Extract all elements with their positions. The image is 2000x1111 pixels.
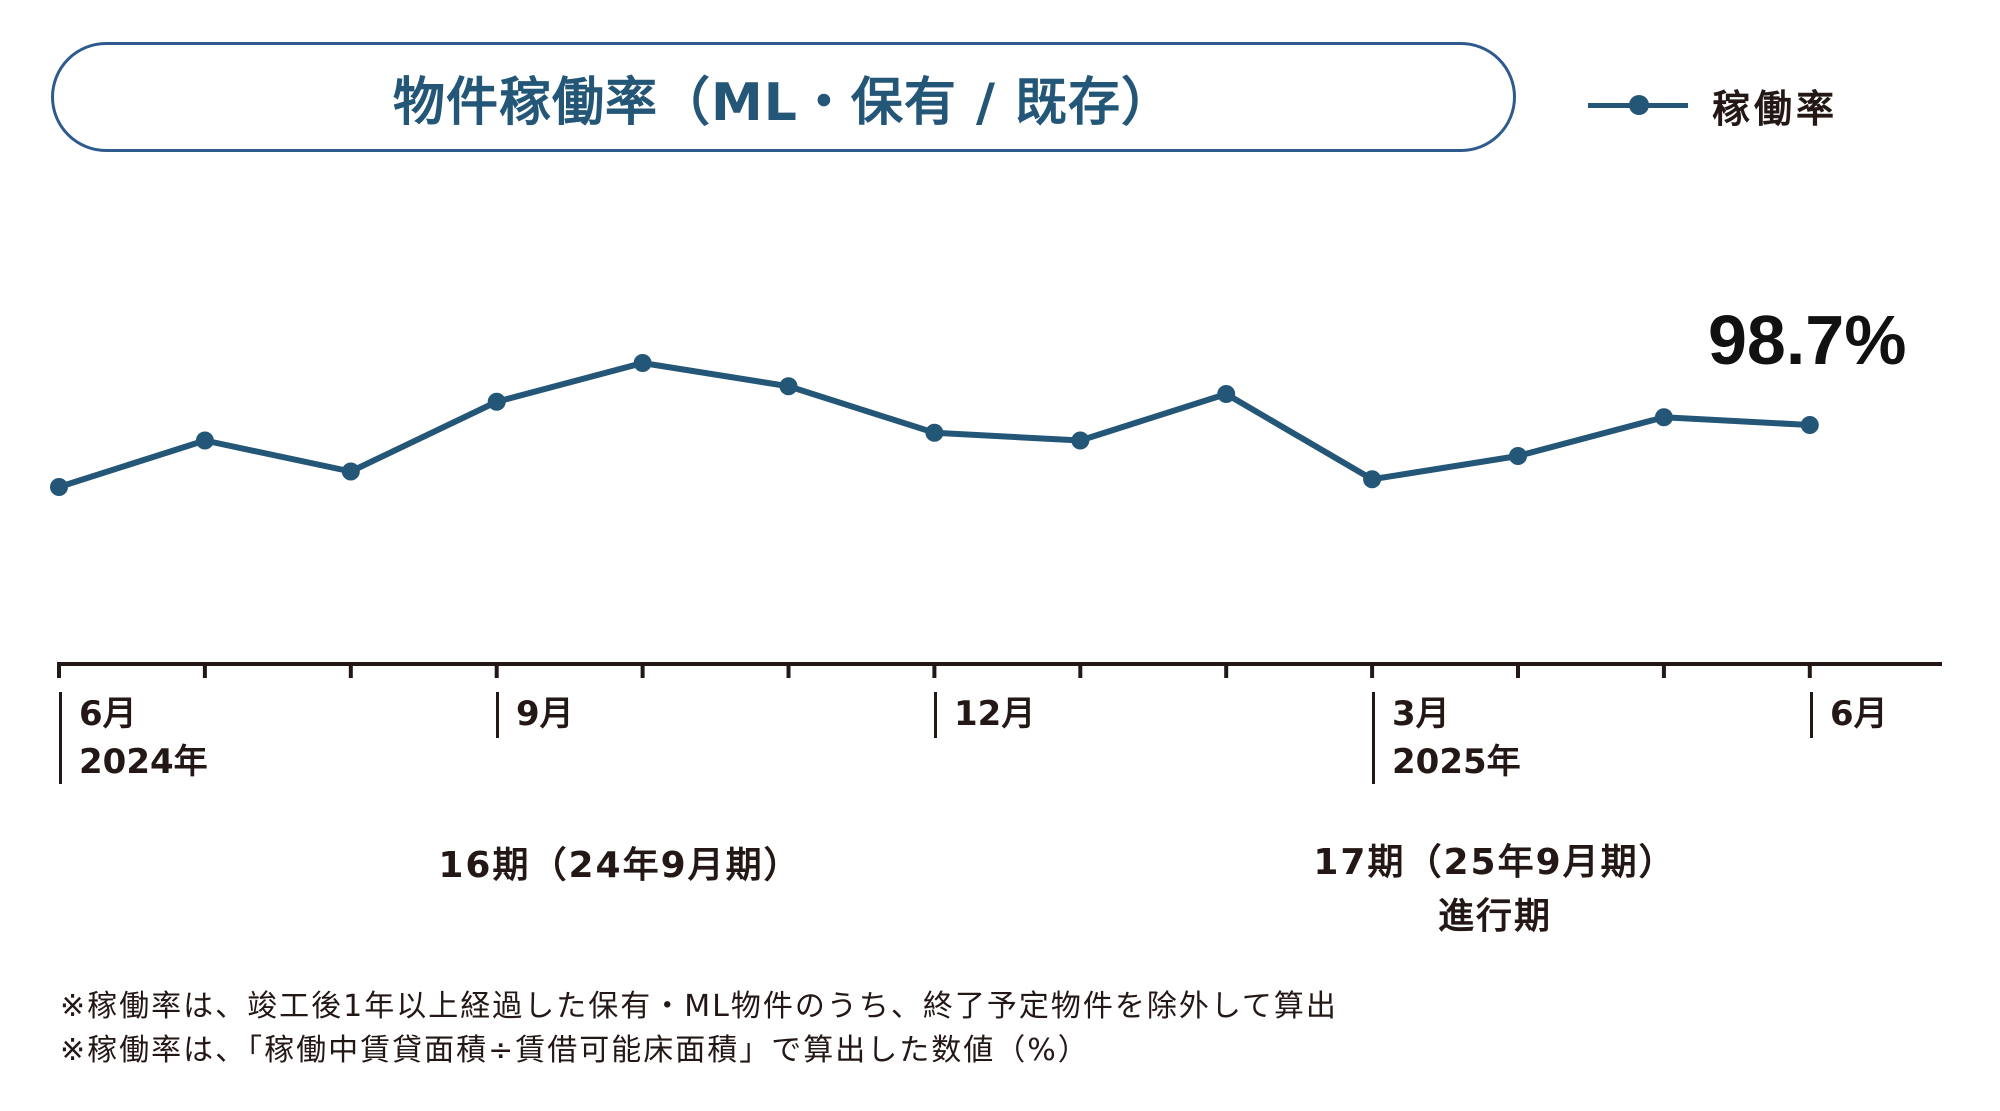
data-point xyxy=(633,354,652,372)
data-point xyxy=(195,431,214,450)
latest-value-label: 98.7% xyxy=(1708,301,1907,379)
period-16: 16期（24年9月期） xyxy=(420,836,820,888)
data-point xyxy=(487,392,506,411)
x-label-month: 9月 xyxy=(516,694,574,734)
x-label-jun-2025: 6月 xyxy=(1810,690,1888,738)
x-label-divider xyxy=(496,692,499,738)
x-label-month: 12月 xyxy=(954,694,1036,734)
data-point xyxy=(925,423,944,442)
x-label-dec: 12月 xyxy=(934,690,1035,738)
x-label-divider xyxy=(934,692,937,738)
x-label-month: 6月 xyxy=(79,694,137,734)
data-points xyxy=(50,354,1819,496)
x-label-sep: 9月 xyxy=(496,690,574,738)
data-point xyxy=(50,478,68,496)
period-label: 17期（25年9月期） xyxy=(1313,842,1677,883)
data-point xyxy=(1217,385,1236,403)
chart-title-box: 物件稼働率（ML・保有 / 既存） xyxy=(51,42,1516,152)
period-17: 17期（25年9月期） 進行期 xyxy=(1295,836,1695,944)
x-axis xyxy=(57,662,1942,678)
legend-dot-icon xyxy=(1629,95,1649,115)
data-point xyxy=(1071,431,1090,450)
x-label-jun-2024: 6月 2024年 xyxy=(59,690,208,786)
chart-title: 物件稼働率（ML・保有 / 既存） xyxy=(392,72,1175,133)
legend-label: 稼働率 xyxy=(1712,87,1839,131)
x-label-mar-2025: 3月 2025年 xyxy=(1372,690,1521,786)
x-label-divider xyxy=(1810,692,1813,738)
x-label-year: 2024年 xyxy=(79,742,208,782)
x-label-month: 3月 xyxy=(1392,694,1450,734)
footnotes: ※稼働率は、竣工後1年以上経過した保有・ML物件のうち、終了予定物件を除外して算… xyxy=(60,985,1338,1073)
period-sub-label: 進行期 xyxy=(1437,896,1552,937)
data-point xyxy=(341,462,360,481)
x-label-divider xyxy=(59,692,62,784)
period-label: 16期（24年9月期） xyxy=(438,845,802,886)
data-point xyxy=(1654,408,1673,427)
x-label-year: 2025年 xyxy=(1392,742,1521,782)
footnote-1: ※稼働率は、竣工後1年以上経過した保有・ML物件のうち、終了予定物件を除外して算… xyxy=(60,989,1338,1024)
x-label-month: 6月 xyxy=(1830,694,1888,734)
data-point xyxy=(779,377,798,396)
footnote-2: ※稼働率は、「稼働中賃貸面積÷賃借可能床面積」で算出した数値（%） xyxy=(60,1033,1090,1068)
data-point xyxy=(1509,447,1527,465)
legend-line-marker-icon xyxy=(1588,95,1688,115)
x-label-divider xyxy=(1372,692,1375,784)
data-point xyxy=(1800,416,1819,434)
legend: 稼働率 xyxy=(1588,78,1838,133)
data-point xyxy=(1363,470,1382,489)
